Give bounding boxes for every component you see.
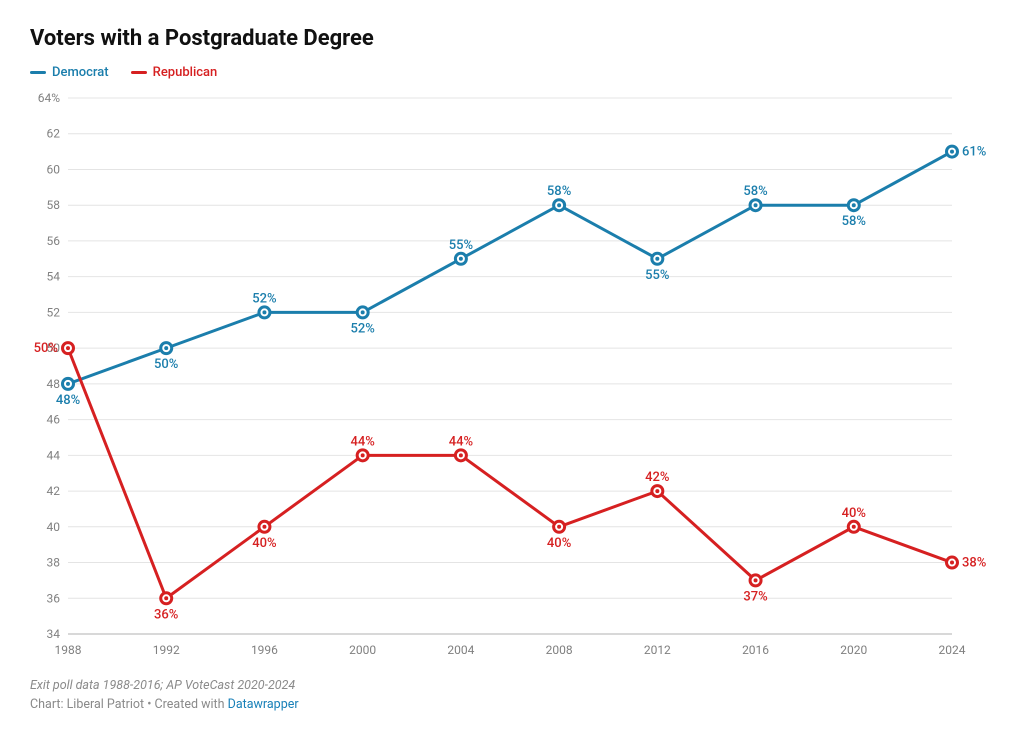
data-label: 55% bbox=[449, 238, 473, 253]
data-label: 44% bbox=[449, 434, 473, 449]
data-label: 50% bbox=[154, 357, 178, 372]
data-point-inner bbox=[557, 203, 561, 207]
legend-item-republican: Republican bbox=[131, 65, 218, 80]
data-label: 42% bbox=[645, 470, 669, 485]
data-label: 37% bbox=[743, 589, 767, 604]
data-point-inner bbox=[361, 453, 365, 457]
y-tick-label: 58 bbox=[47, 198, 61, 212]
data-point-inner bbox=[459, 257, 463, 261]
data-point-inner bbox=[66, 382, 70, 386]
y-tick-label: 52 bbox=[47, 305, 61, 319]
data-label: 40% bbox=[252, 536, 276, 551]
y-tick-label: 46 bbox=[47, 413, 61, 427]
series-line-republican bbox=[68, 348, 952, 598]
y-tick-label: 40 bbox=[47, 520, 61, 534]
x-tick-label: 2008 bbox=[546, 643, 573, 657]
data-point-inner bbox=[754, 578, 758, 582]
y-tick-label: 44 bbox=[47, 448, 61, 462]
credit-prefix: Chart: Liberal Patriot • Created with bbox=[30, 697, 228, 712]
y-tick-label: 36 bbox=[47, 591, 61, 605]
data-label: 61% bbox=[962, 145, 986, 160]
data-point-inner bbox=[164, 346, 168, 350]
x-tick-label: 2020 bbox=[840, 643, 867, 657]
legend: Democrat Republican bbox=[30, 65, 1000, 80]
x-tick-label: 2012 bbox=[644, 643, 671, 657]
data-label: 52% bbox=[350, 321, 374, 336]
data-point-inner bbox=[852, 525, 856, 529]
y-tick-label: 38 bbox=[47, 556, 61, 570]
data-label: 44% bbox=[350, 434, 374, 449]
data-label: 55% bbox=[645, 268, 669, 283]
y-tick-label: 42 bbox=[47, 484, 61, 498]
data-point-inner bbox=[262, 525, 266, 529]
data-point-inner bbox=[262, 310, 266, 314]
y-tick-label: 62 bbox=[47, 127, 61, 141]
y-tick-label: 56 bbox=[47, 234, 61, 248]
data-point-inner bbox=[361, 310, 365, 314]
data-point-inner bbox=[950, 561, 954, 565]
data-label: 50% bbox=[34, 341, 58, 356]
data-point-inner bbox=[164, 596, 168, 600]
legend-swatch bbox=[30, 71, 46, 75]
y-tick-label: 60 bbox=[47, 162, 61, 176]
x-tick-label: 1992 bbox=[153, 643, 180, 657]
data-label: 40% bbox=[547, 536, 571, 551]
data-point-inner bbox=[754, 203, 758, 207]
data-point-inner bbox=[950, 150, 954, 154]
data-label: 58% bbox=[547, 184, 571, 199]
x-tick-label: 1988 bbox=[55, 643, 82, 657]
line-chart: 34363840424446485052545658606264%1988199… bbox=[30, 88, 1000, 668]
series-line-democrat bbox=[68, 152, 952, 384]
data-label: 48% bbox=[56, 393, 80, 408]
x-tick-label: 2004 bbox=[447, 643, 474, 657]
x-tick-label: 2000 bbox=[349, 643, 376, 657]
legend-swatch bbox=[131, 71, 147, 75]
data-point-inner bbox=[557, 525, 561, 529]
x-tick-label: 1996 bbox=[251, 643, 278, 657]
data-point-inner bbox=[655, 489, 659, 493]
y-tick-label: 64% bbox=[38, 91, 60, 105]
data-label: 36% bbox=[154, 607, 178, 622]
y-tick-label: 54 bbox=[47, 270, 61, 284]
data-label: 58% bbox=[743, 184, 767, 199]
source-note: Exit poll data 1988-2016; AP VoteCast 20… bbox=[30, 678, 1000, 693]
y-tick-label: 48 bbox=[47, 377, 61, 391]
chart-title: Voters with a Postgraduate Degree bbox=[30, 26, 1000, 51]
data-label: 58% bbox=[842, 214, 866, 229]
data-label: 40% bbox=[842, 506, 866, 521]
data-point-inner bbox=[852, 203, 856, 207]
data-point-inner bbox=[655, 257, 659, 261]
x-tick-label: 2024 bbox=[939, 643, 966, 657]
datawrapper-link[interactable]: Datawrapper bbox=[228, 697, 299, 712]
data-label: 38% bbox=[962, 556, 986, 571]
legend-label: Republican bbox=[153, 65, 218, 80]
y-tick-label: 34 bbox=[47, 627, 61, 641]
legend-item-democrat: Democrat bbox=[30, 65, 109, 80]
data-point-inner bbox=[66, 346, 70, 350]
data-label: 52% bbox=[252, 291, 276, 306]
data-point-inner bbox=[459, 453, 463, 457]
legend-label: Democrat bbox=[52, 65, 109, 80]
credit-line: Chart: Liberal Patriot • Created with Da… bbox=[30, 697, 1000, 712]
x-tick-label: 2016 bbox=[742, 643, 769, 657]
